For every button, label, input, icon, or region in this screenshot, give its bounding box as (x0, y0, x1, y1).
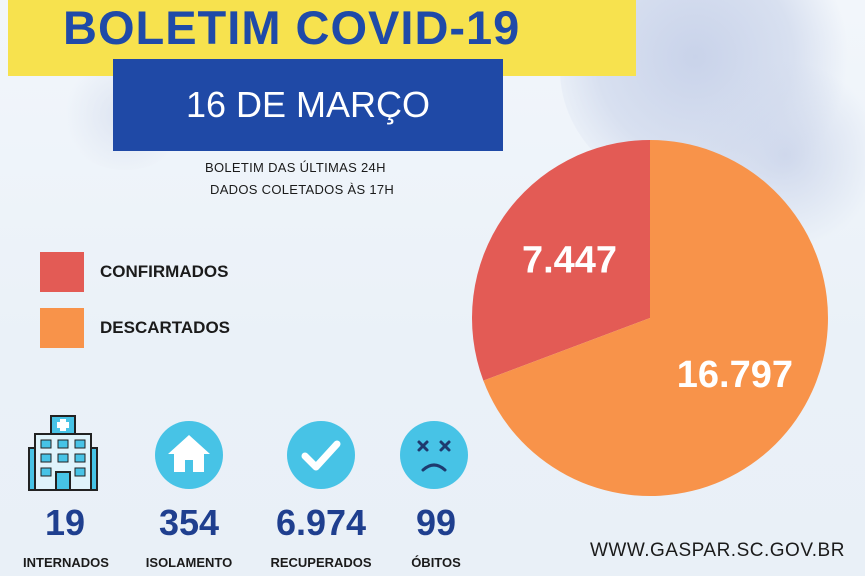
pie-chart: 7.447 16.797 (472, 140, 828, 497)
pie-slice-confirmados (472, 140, 650, 381)
legend-label-descartados: DESCARTADOS (100, 318, 231, 337)
hospital-icon (28, 415, 98, 491)
bulletin-date: 16 DE MARÇO (185, 84, 431, 125)
subtitle-line-1: BOLETIM DAS ÚLTIMAS 24H (205, 160, 386, 175)
legend-label-confirmados: CONFIRMADOS (100, 262, 229, 281)
page-title: BOLETIM COVID-19 (63, 1, 521, 54)
website-url: WWW.GASPAR.SC.GOV.BR (590, 540, 845, 561)
legend-swatch-descartados (40, 308, 84, 348)
pie-label-confirmados: 7.447 (522, 239, 617, 281)
stat-label-obitos: ÓBITOS (411, 555, 461, 570)
stat-label-internados: INTERNADOS (23, 555, 109, 570)
legend-swatch-confirmados (40, 252, 84, 292)
pie-label-descartados: 16.797 (677, 354, 793, 396)
stat-value-internados: 19 (44, 502, 86, 543)
house-icon (155, 421, 223, 489)
subtitle-line-2: DADOS COLETADOS ÀS 17H (210, 182, 395, 197)
stat-value-recuperados: 6.974 (275, 502, 367, 543)
pie-slice-descartados (483, 140, 828, 497)
stat-label-recuperados: RECUPERADOS (270, 555, 372, 570)
checkmark-icon (287, 421, 355, 489)
stat-value-isolamento: 354 (158, 502, 220, 543)
sad-face-icon (400, 421, 468, 489)
stat-label-isolamento: ISOLAMENTO (145, 555, 233, 570)
stat-value-obitos: 99 (415, 502, 457, 543)
date-banner: 16 DE MARÇO (113, 59, 503, 151)
